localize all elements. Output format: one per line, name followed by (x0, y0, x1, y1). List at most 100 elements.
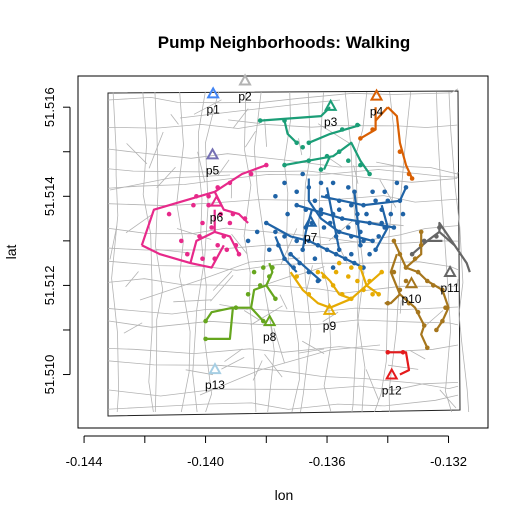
case-point-p7 (355, 220, 360, 226)
case-point-p7 (245, 238, 251, 244)
case-point-p7 (288, 251, 293, 257)
case-point-p11 (434, 234, 439, 239)
case-point-p3 (282, 118, 287, 123)
street (436, 91, 452, 413)
case-point-p10 (403, 265, 409, 270)
case-point-p8 (245, 292, 251, 297)
path-p8 (265, 284, 277, 300)
street (125, 213, 153, 234)
case-point-p7 (367, 220, 372, 226)
street (148, 131, 164, 169)
street (353, 165, 359, 184)
case-point-p6 (215, 243, 220, 248)
case-point-p7 (300, 171, 306, 177)
case-point-p8 (270, 265, 275, 270)
case-point-p7 (315, 243, 321, 248)
case-point-p10 (431, 283, 436, 288)
path-p8 (204, 306, 234, 322)
case-point-p7 (370, 189, 375, 195)
case-point-p6 (197, 234, 202, 239)
pump-marker-p3 (323, 98, 338, 111)
case-point-p10 (412, 256, 418, 262)
case-point-p3 (257, 118, 263, 123)
case-point-p7 (318, 211, 324, 217)
street (109, 174, 231, 191)
pump-marker-p10 (404, 276, 419, 289)
case-point-p7 (306, 185, 312, 190)
case-point-p8 (251, 269, 257, 275)
pump-label-p2: p2 (238, 89, 252, 103)
case-point-p9 (294, 274, 300, 279)
case-point-p7 (382, 189, 388, 195)
case-point-p7 (388, 211, 394, 217)
case-point-p9 (346, 274, 351, 279)
case-point-p7 (294, 189, 300, 195)
street (107, 278, 459, 294)
case-point-p7 (376, 234, 382, 239)
pump-marker-p7 (303, 214, 318, 227)
street (264, 354, 283, 378)
case-point-p10 (421, 323, 427, 328)
case-point-p4 (406, 171, 412, 177)
case-point-p7 (355, 211, 360, 217)
case-point-p7 (349, 234, 354, 239)
street (107, 169, 459, 189)
case-point-p6 (200, 256, 205, 262)
case-point-p9 (321, 274, 327, 279)
case-point-p11 (421, 238, 427, 244)
chart-title: Pump Neighborhoods: Walking (158, 33, 410, 52)
street (243, 310, 260, 321)
path-p9 (359, 267, 380, 296)
case-point-p4 (409, 176, 415, 181)
case-point-p6 (236, 251, 242, 257)
case-point-p3 (318, 167, 324, 172)
path-p7 (374, 204, 389, 251)
case-point-p6 (227, 180, 233, 186)
street (107, 319, 459, 328)
case-point-p8 (267, 274, 272, 279)
pump-marker-p5 (205, 147, 220, 160)
street (154, 91, 164, 413)
path-p3 (284, 141, 371, 175)
case-point-p6 (227, 220, 233, 226)
street (107, 382, 459, 397)
case-point-p6 (248, 171, 254, 177)
case-point-p7 (294, 202, 300, 208)
street (221, 357, 245, 370)
case-point-p8 (233, 305, 239, 311)
case-point-p7 (312, 198, 318, 204)
case-point-p3 (346, 158, 351, 163)
path-p10 (405, 231, 423, 269)
case-points (166, 118, 448, 355)
case-point-p9 (358, 265, 363, 270)
x-tick-label: -0.132 (430, 454, 467, 469)
case-point-p7 (267, 247, 272, 253)
pump-marker-p12 (385, 367, 399, 380)
pump-marker-p2 (238, 73, 252, 86)
case-point-p6 (179, 238, 184, 244)
pump-markers: p1 p2 p3 p4 p5 p6 p7 p8 p9 p10 p11 p12 p13 (205, 73, 460, 398)
case-point-p7 (403, 185, 409, 190)
case-point-p10 (397, 287, 403, 293)
case-point-p3 (282, 162, 287, 168)
case-point-p7 (306, 269, 312, 275)
street (212, 270, 232, 291)
case-point-p10 (425, 345, 430, 351)
pump-label-p12: p12 (382, 384, 402, 398)
case-point-p8 (261, 318, 266, 324)
case-point-p10 (397, 251, 403, 257)
case-point-p4 (358, 136, 363, 141)
street (217, 159, 230, 177)
street (267, 307, 275, 338)
case-point-p9 (376, 292, 382, 297)
street (300, 91, 312, 413)
case-point-p6 (224, 247, 230, 253)
street (424, 310, 444, 327)
case-point-p9 (367, 278, 372, 284)
pump-marker-p8 (262, 314, 277, 327)
case-point-p6 (209, 225, 214, 230)
case-point-p10 (391, 238, 397, 244)
street (142, 91, 154, 413)
street (244, 130, 256, 148)
case-point-p7 (352, 260, 357, 266)
